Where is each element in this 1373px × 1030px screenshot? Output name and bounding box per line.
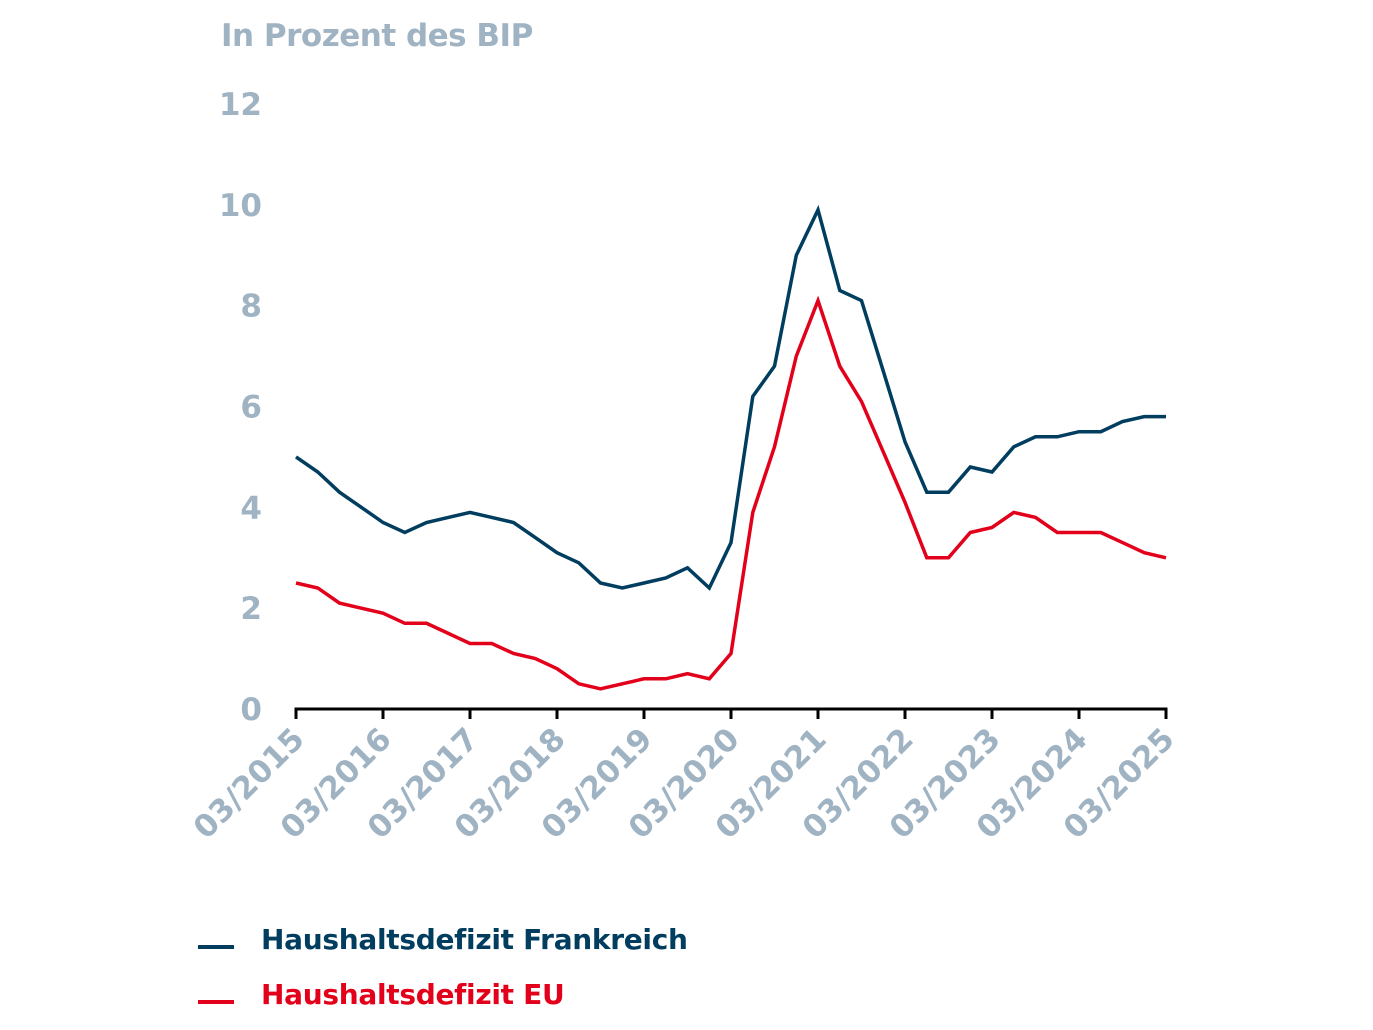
line-chart: 02468101203/201503/201603/201703/201803/… (187, 87, 1182, 846)
y-tick-label: 6 (240, 390, 262, 426)
y-tick-label: 12 (219, 87, 262, 123)
legend-label-frankreich: Haushaltsdefizit Frankreich (261, 923, 688, 956)
y-axis-title: In Prozent des BIP (221, 18, 533, 54)
legend-label-eu: Haushaltsdefizit EU (261, 978, 565, 1011)
series-line-frankreich (295, 204, 1166, 591)
y-tick-label: 8 (240, 289, 262, 325)
y-tick-label: 2 (240, 591, 262, 627)
legend-item-frankreich: Haushaltsdefizit Frankreich (198, 923, 688, 956)
legend-item-eu: Haushaltsdefizit EU (198, 978, 565, 1011)
y-tick-label: 4 (240, 490, 262, 526)
y-tick-label: 0 (240, 692, 262, 728)
series-line-eu (295, 295, 1167, 691)
legend-swatch-eu (198, 999, 234, 1004)
legend-swatch-frankreich (198, 944, 234, 949)
y-tick-label: 10 (219, 188, 262, 224)
